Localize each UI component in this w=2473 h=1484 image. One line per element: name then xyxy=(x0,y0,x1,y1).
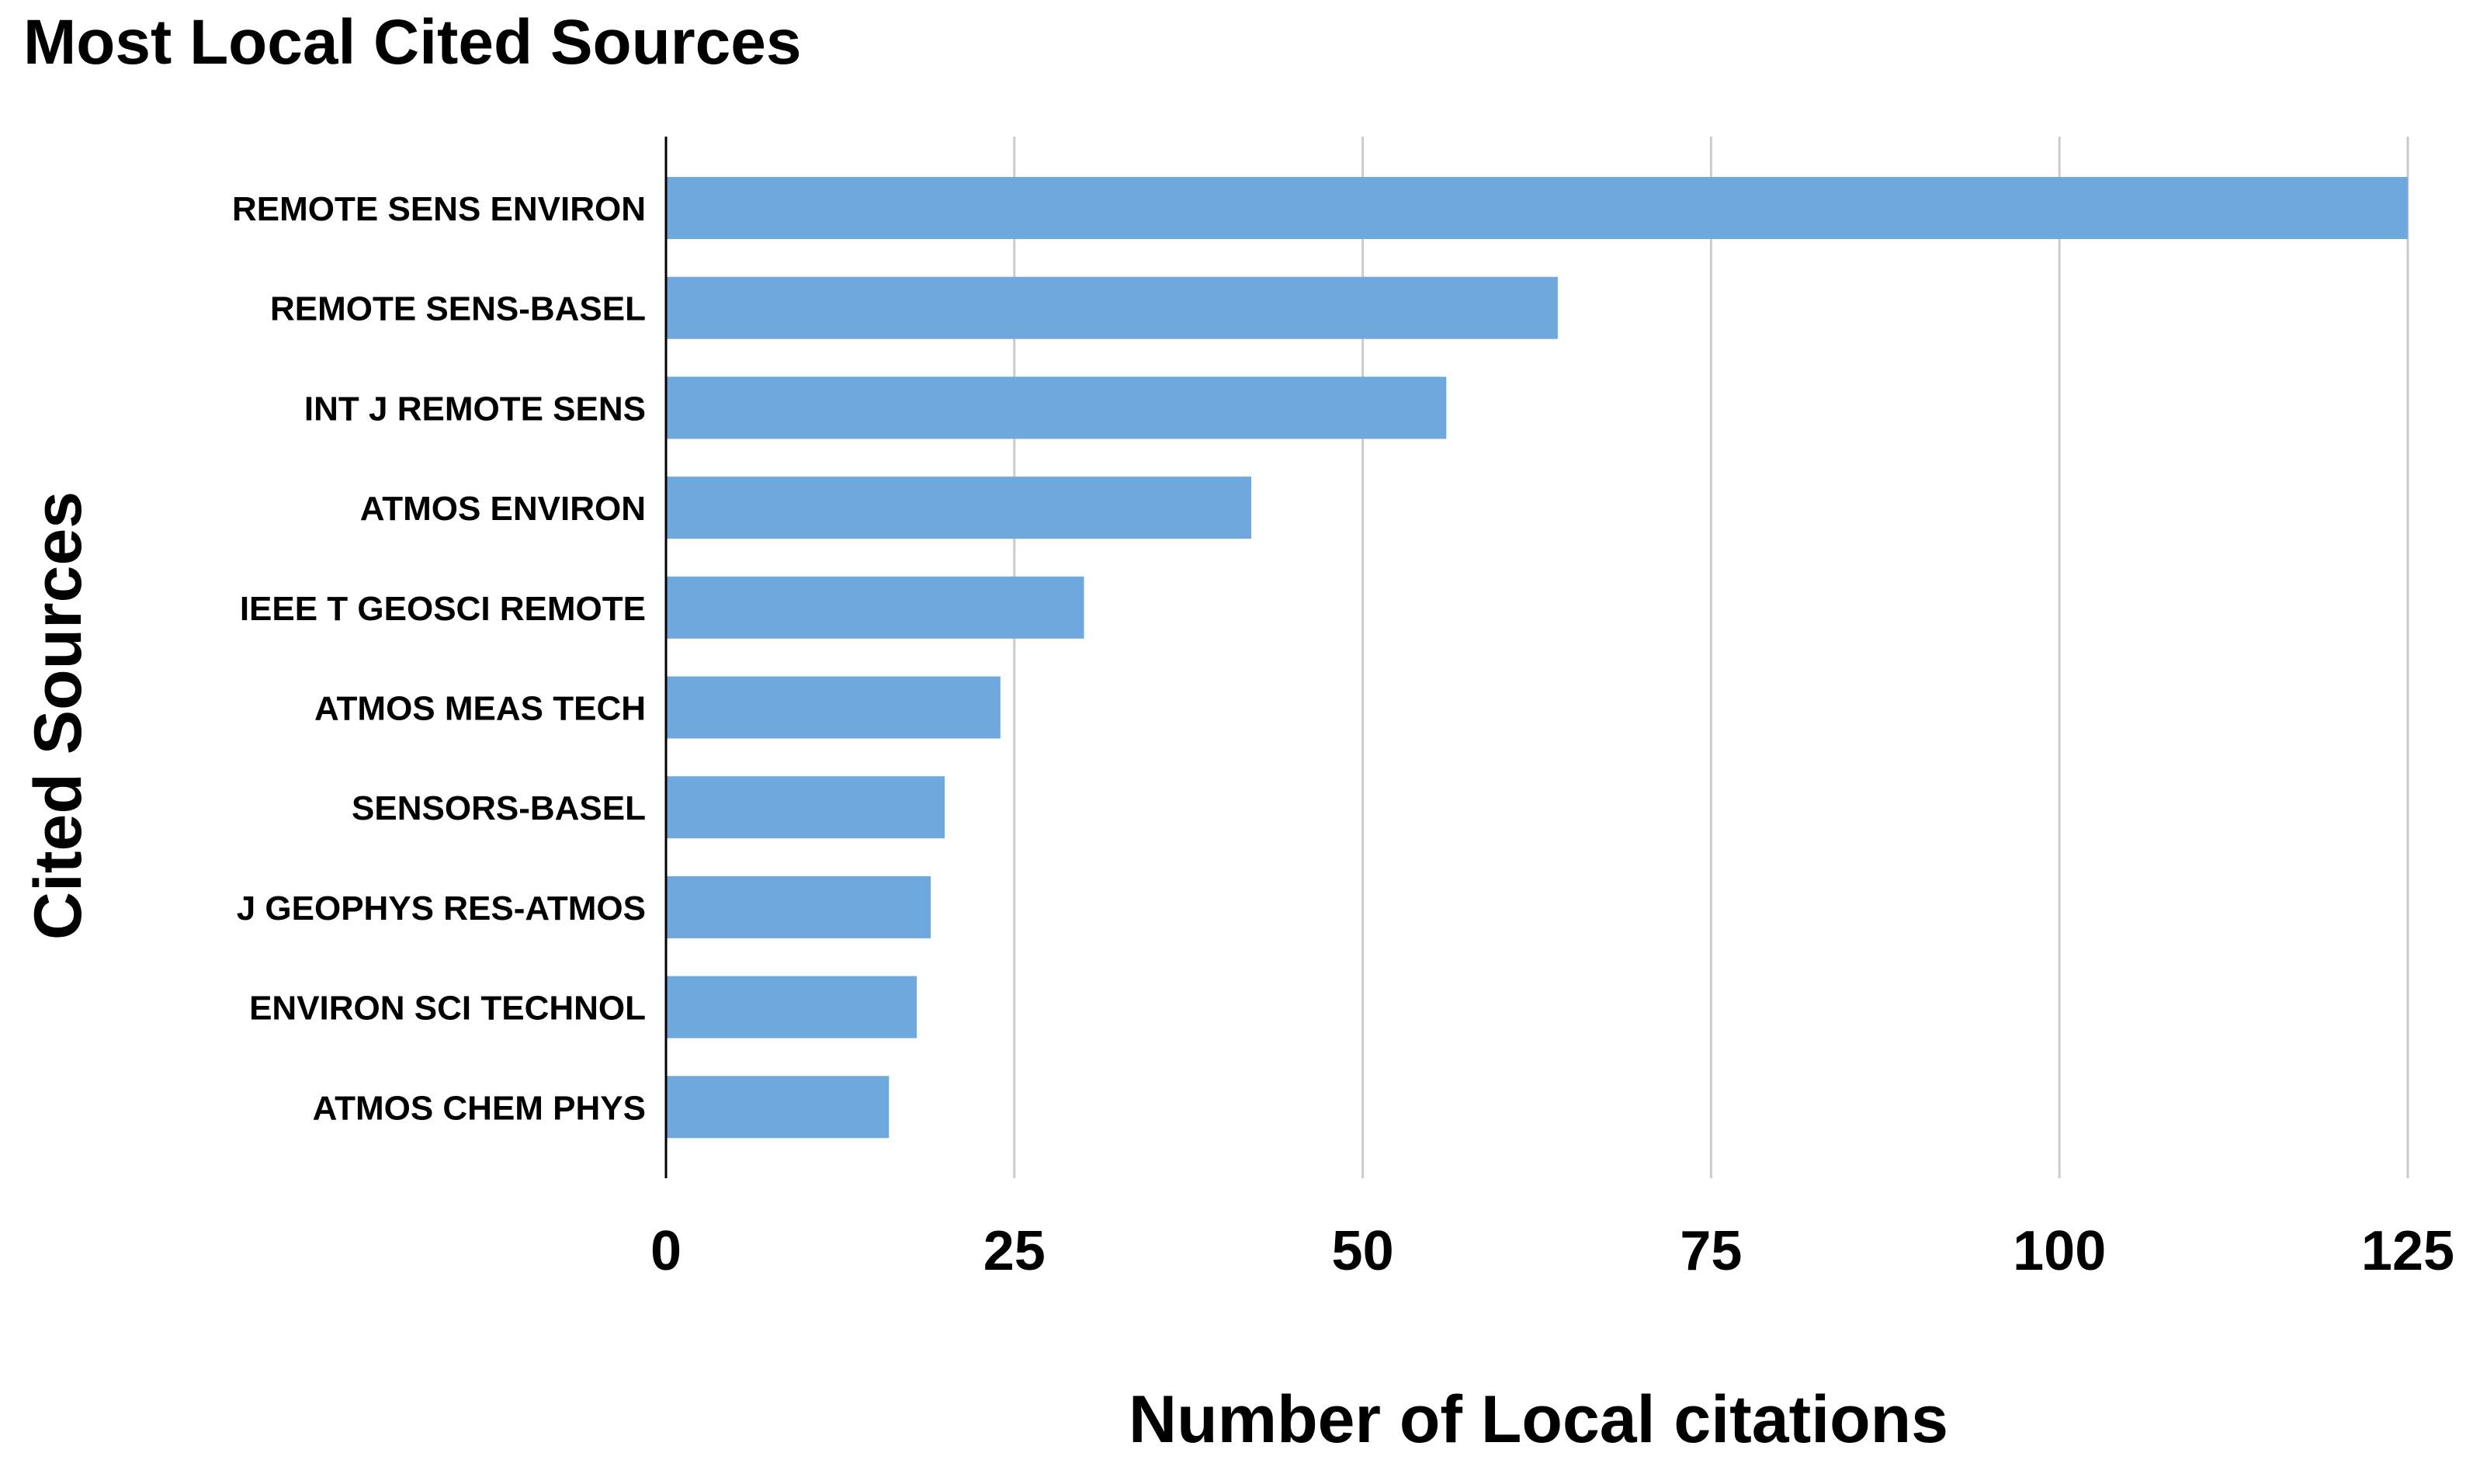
category-label: IEEE T GEOSCI REMOTE xyxy=(240,590,646,628)
category-label: ENVIRON SCI TECHNOL xyxy=(249,990,646,1028)
category-label: J GEOPHYS RES-ATMOS xyxy=(237,889,646,928)
bars xyxy=(666,177,2408,1139)
category-label: INT J REMOTE SENS xyxy=(304,390,646,428)
bar-9 xyxy=(666,1076,890,1139)
x-tick-label: 0 xyxy=(650,1220,682,1282)
x-tick-label: 50 xyxy=(1332,1220,1394,1282)
category-label: ATMOS MEAS TECH xyxy=(314,690,646,728)
bar-4 xyxy=(666,576,1084,639)
category-label: ATMOS ENVIRON xyxy=(360,490,646,528)
x-tick-label: 100 xyxy=(2013,1220,2106,1282)
bar-2 xyxy=(666,376,1447,439)
x-tick-label: 25 xyxy=(983,1220,1046,1282)
bar-8 xyxy=(666,976,917,1038)
bar-0 xyxy=(666,177,2408,239)
y-axis-title: Cited Sources xyxy=(21,491,95,940)
category-label: REMOTE SENS ENVIRON xyxy=(232,190,646,228)
category-label: ATMOS CHEM PHYS xyxy=(313,1089,646,1127)
tick-labels: 0 25 50 75 100 125 xyxy=(650,1220,2454,1282)
bar-6 xyxy=(666,776,945,839)
x-tick-label: 125 xyxy=(2361,1220,2454,1282)
category-labels: REMOTE SENS ENVIRON REMOTE SENS-BASEL INT … xyxy=(232,190,646,1127)
chart-title: Most Local Cited Sources xyxy=(23,7,801,78)
bar-1 xyxy=(666,276,1558,339)
bar-3 xyxy=(666,477,1251,539)
category-label: REMOTE SENS-BASEL xyxy=(270,290,646,328)
category-label: SENSORS-BASEL xyxy=(352,789,646,827)
x-axis-title: Number of Local citations xyxy=(1129,1382,1948,1457)
bar-7 xyxy=(666,875,931,938)
x-tick-label: 75 xyxy=(1680,1220,1742,1282)
bar-5 xyxy=(666,676,1001,739)
